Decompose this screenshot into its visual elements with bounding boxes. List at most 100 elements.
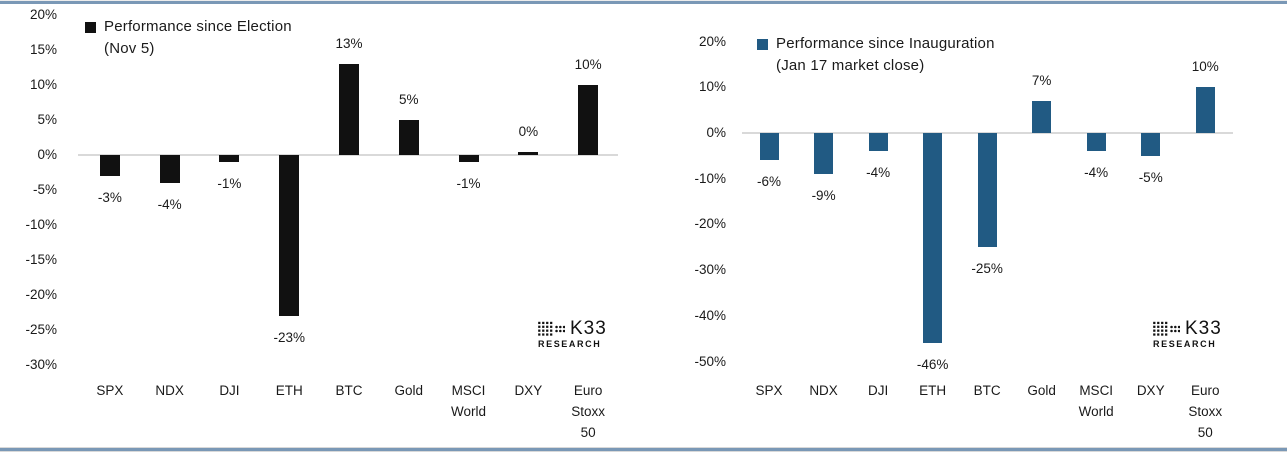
bar-eth: [923, 133, 943, 344]
x-category-label: ETH: [919, 383, 947, 398]
bar-value-label: 7%: [1031, 73, 1052, 88]
bar-value-label: -4%: [866, 165, 891, 181]
bottom-border-line: [0, 446, 1287, 452]
bar-msci-world: [1086, 133, 1106, 152]
y-tick-label: -25%: [25, 322, 57, 337]
legend-inauguration: Performance since Inauguration (Jan 17 m…: [757, 33, 995, 77]
bar-value-label: 0%: [518, 124, 539, 139]
bar-btc: [977, 133, 997, 248]
k33-dot-matrix-icon: [538, 321, 565, 336]
y-tick-label: -40%: [694, 307, 726, 323]
x-category-label: Gold: [394, 383, 424, 398]
x-category-label: World: [1078, 404, 1114, 419]
y-tick-label: -20%: [694, 216, 726, 232]
k33-wordmark: K33: [570, 318, 607, 339]
x-category-label: DXY: [1136, 383, 1165, 398]
bar-value-label: 5%: [399, 92, 419, 107]
x-category-label: ETH: [275, 383, 303, 398]
y-tick-label: 5%: [37, 112, 57, 127]
bar-dxy: [518, 152, 539, 155]
legend-election-line2: (Nov 5): [104, 40, 155, 57]
bar-btc: [339, 64, 359, 155]
x-category-label: Euro: [573, 383, 603, 398]
bar-gold: [1032, 101, 1052, 133]
y-tick-label: 10%: [698, 79, 726, 95]
bar-eth: [279, 155, 300, 316]
bar-value-label: -1%: [456, 176, 481, 191]
x-category-label: Euro: [1190, 383, 1220, 398]
bar-value-label: -6%: [757, 174, 782, 190]
bar-value-label: -46%: [916, 357, 949, 373]
bar-dxy: [1141, 133, 1161, 156]
y-tick-label: 20%: [698, 33, 726, 49]
x-category-label: DXY: [514, 383, 543, 398]
bar-value-label: -4%: [157, 197, 182, 212]
y-tick-label: -10%: [25, 217, 57, 232]
legend-election: Performance since Election (Nov 5): [85, 16, 292, 60]
legend-swatch-inauguration: [757, 39, 768, 50]
x-axis-line: [78, 154, 618, 156]
legend-inauguration-line1: Performance since Inauguration: [776, 35, 995, 52]
bar-dji: [219, 155, 240, 162]
k33-research-label: RESEARCH: [538, 339, 602, 349]
bar-dji: [868, 133, 888, 152]
x-category-label: MSCI: [1079, 383, 1114, 398]
bar-value-label: -4%: [1084, 165, 1109, 181]
k33-research-logo: K33 RESEARCH: [538, 319, 622, 349]
y-tick-label: -15%: [25, 252, 57, 267]
bar-value-label: 13%: [335, 36, 363, 51]
bar-value-label: -25%: [971, 261, 1003, 277]
k33-research-label: RESEARCH: [1153, 339, 1217, 349]
bar-value-label: -5%: [1138, 169, 1163, 185]
bar-msci-world: [458, 155, 479, 162]
y-tick-label: -10%: [694, 170, 726, 186]
y-tick-label: 20%: [29, 7, 57, 22]
x-category-label: DJI: [219, 383, 240, 398]
top-border-line: [0, 0, 1287, 5]
y-tick-label: 0%: [37, 147, 57, 162]
x-category-label: 50: [1197, 425, 1213, 440]
x-category-label: NDX: [809, 383, 838, 398]
y-tick-label: -30%: [25, 357, 57, 372]
x-category-label: MSCI: [451, 383, 486, 398]
k33-dot-matrix-icon: [1153, 321, 1180, 336]
y-tick-label: 15%: [29, 42, 57, 57]
x-category-label: 50: [580, 425, 596, 440]
legend-inauguration-line2: (Jan 17 market close): [776, 57, 925, 74]
k33-research-logo: K33 RESEARCH: [1153, 319, 1237, 349]
x-category-label: World: [451, 404, 487, 419]
bar-value-label: 10%: [1191, 59, 1219, 75]
x-category-label: Stoxx: [571, 404, 605, 419]
bar-spx: [99, 155, 120, 176]
x-category-label: SPX: [96, 383, 124, 398]
x-category-label: NDX: [155, 383, 184, 398]
x-category-label: DJI: [867, 383, 889, 398]
x-category-label: BTC: [973, 383, 1001, 398]
x-category-label: SPX: [755, 383, 783, 398]
y-tick-label: -30%: [694, 262, 726, 278]
y-tick-label: -20%: [25, 287, 57, 302]
bar-value-label: -23%: [273, 330, 305, 345]
bar-value-label: 10%: [574, 57, 602, 72]
bar-gold: [398, 120, 419, 155]
bar-ndx: [814, 133, 834, 175]
y-tick-label: -50%: [694, 353, 726, 369]
y-tick-label: -5%: [32, 182, 57, 197]
bar-value-label: -3%: [97, 190, 122, 205]
bar-value-label: -1%: [217, 176, 242, 191]
legend-swatch-election: [85, 22, 96, 33]
bar-euro-stoxx-50: [1195, 87, 1215, 133]
x-category-label: Gold: [1027, 383, 1056, 398]
bar-value-label: -9%: [811, 188, 836, 204]
legend-election-line1: Performance since Election: [104, 18, 292, 35]
bar-spx: [759, 133, 779, 161]
x-category-label: BTC: [335, 383, 363, 398]
y-tick-label: 10%: [29, 77, 57, 92]
k33-wordmark: K33: [1185, 318, 1222, 339]
bar-ndx: [159, 155, 180, 183]
y-tick-label: 0%: [706, 125, 726, 140]
bar-euro-stoxx-50: [578, 85, 599, 155]
